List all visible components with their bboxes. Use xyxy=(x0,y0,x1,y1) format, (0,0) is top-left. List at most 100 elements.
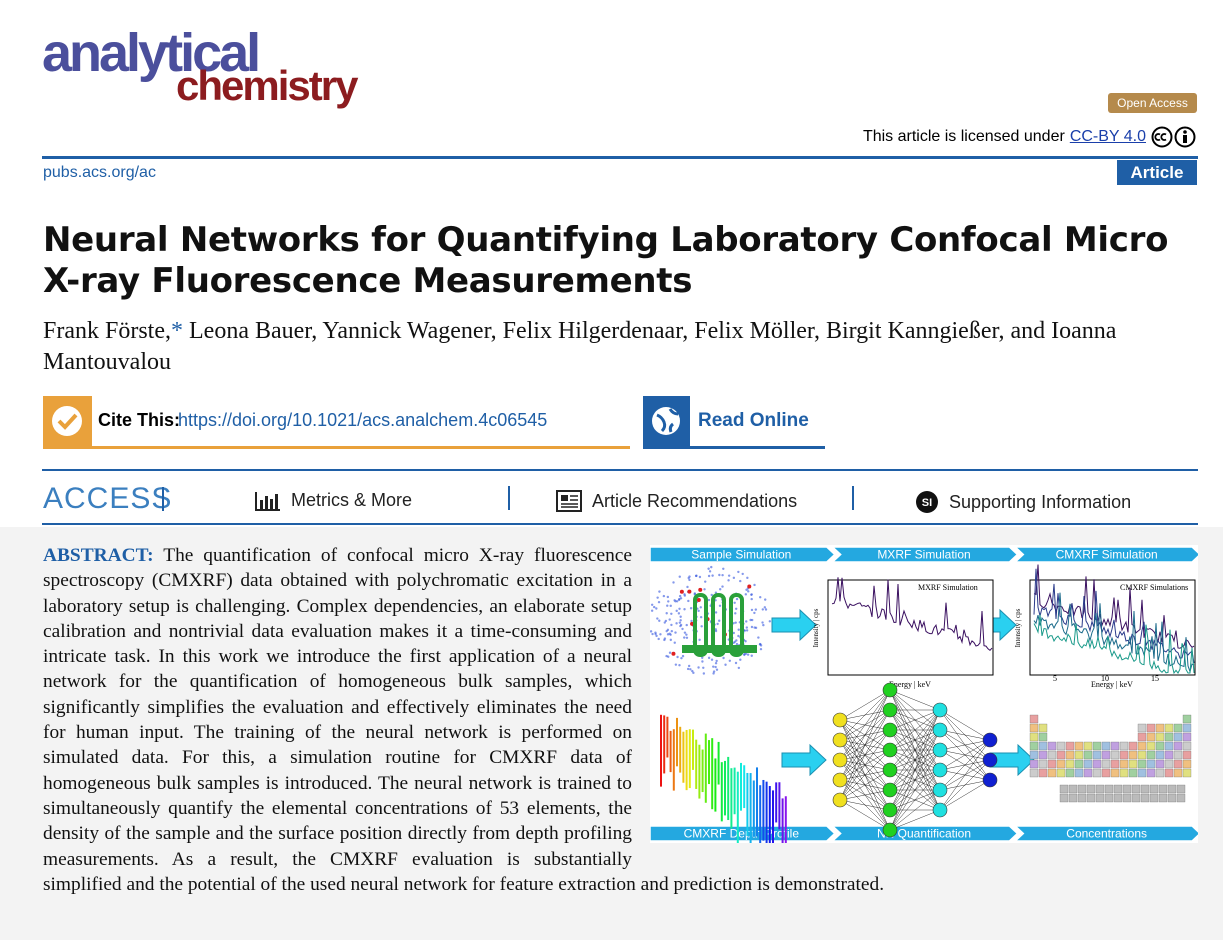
open-access-badge[interactable]: Open Access xyxy=(1108,93,1197,113)
cite-box: Cite This: https://doi.org/10.1021/acs.a… xyxy=(43,396,630,449)
element-cell xyxy=(1047,741,1057,751)
license-link[interactable]: CC-BY 4.0 xyxy=(1069,128,1146,145)
sample-dot xyxy=(690,619,693,623)
element-cell xyxy=(1029,768,1039,778)
depth-slice xyxy=(775,782,778,823)
sample-dot xyxy=(683,636,686,639)
element-cell xyxy=(1122,784,1132,794)
sample-dot xyxy=(669,638,673,642)
element-cell xyxy=(1149,793,1159,803)
nn-node xyxy=(982,732,998,748)
element-cell xyxy=(1101,768,1111,778)
nn-edge xyxy=(889,729,941,831)
element-cell xyxy=(1095,793,1105,803)
depth-slice xyxy=(704,733,707,803)
nn-edge xyxy=(889,709,941,771)
element-cell xyxy=(1119,759,1129,769)
nn-node xyxy=(982,752,998,768)
sample-dot xyxy=(714,628,717,631)
sample-dot xyxy=(687,599,690,603)
sample-dot xyxy=(663,638,666,642)
article-title: Neural Networks for Quantifying Laborato… xyxy=(43,220,1169,301)
sample-dot xyxy=(658,590,661,593)
element-cell xyxy=(1155,732,1165,742)
element-cell xyxy=(1038,732,1048,742)
element-cell xyxy=(1119,741,1129,751)
nn-edge xyxy=(889,709,941,751)
element-cell xyxy=(1137,741,1147,751)
element-cell xyxy=(1029,750,1039,760)
sample-dot xyxy=(735,597,739,601)
supporting-info-link[interactable]: SI Supporting Information xyxy=(915,490,1131,514)
sample-dot xyxy=(739,579,742,583)
sample-dot xyxy=(707,598,711,602)
sample-dot xyxy=(678,607,681,610)
element-cell xyxy=(1173,723,1183,733)
sample-dot xyxy=(679,597,683,600)
nn-edge xyxy=(839,799,891,811)
step-label: CMXRF Simulation xyxy=(1056,548,1158,562)
nn-node xyxy=(882,822,898,838)
sample-dot xyxy=(688,578,691,582)
corresponding-mark[interactable]: * xyxy=(171,318,183,344)
element-cell xyxy=(1164,768,1174,778)
sample-dot xyxy=(666,633,670,636)
license-line: This article is licensed under CC-BY 4.0 xyxy=(863,126,1197,148)
plot-xtick: 15 xyxy=(1151,674,1159,683)
nn-node xyxy=(932,742,948,758)
depth-slice xyxy=(752,780,755,837)
element-cell xyxy=(1128,759,1138,769)
sample-dot xyxy=(681,654,685,658)
element-cell xyxy=(1140,793,1150,803)
sample-dot xyxy=(679,619,682,622)
nn-edge xyxy=(889,689,941,711)
sample-dot xyxy=(750,597,753,601)
doi-link[interactable]: https://doi.org/10.1021/acs.analchem.4c0… xyxy=(178,410,548,430)
spectrum xyxy=(831,577,993,652)
depth-slice xyxy=(772,790,774,843)
depth-slice xyxy=(663,715,666,774)
element-cell xyxy=(1038,750,1048,760)
nn-node xyxy=(832,792,848,808)
metrics-link[interactable]: Metrics & More xyxy=(255,490,412,511)
element-cell xyxy=(1164,741,1174,751)
nn-node xyxy=(982,772,998,788)
sample-dot xyxy=(701,656,704,659)
journal-url[interactable]: pubs.acs.org/ac xyxy=(43,164,156,181)
step-label: Concentrations xyxy=(1066,827,1147,841)
element-cell xyxy=(1155,759,1165,769)
sample-dot xyxy=(732,641,735,645)
sample-dot xyxy=(687,576,690,580)
recommendations-link[interactable]: Article Recommendations xyxy=(556,490,797,512)
step-chevron xyxy=(830,546,1019,563)
nn-edge xyxy=(889,769,941,831)
depth-slice xyxy=(685,729,688,791)
step-chevron xyxy=(650,825,836,842)
nn-node xyxy=(882,702,898,718)
sample-dot xyxy=(759,647,763,651)
depth-slice xyxy=(679,726,682,773)
sample-dot xyxy=(694,574,698,578)
nn-edge xyxy=(939,729,991,741)
sample-dot xyxy=(718,604,722,607)
sample-dot xyxy=(683,608,686,611)
read-online[interactable]: Read Online xyxy=(643,396,825,449)
sample-dot xyxy=(714,611,718,614)
element-cell xyxy=(1056,759,1066,769)
element-cell xyxy=(1104,793,1114,803)
sample-dot xyxy=(707,574,711,578)
sample-dot xyxy=(710,658,714,661)
sample-dot xyxy=(739,658,742,661)
depth-slice xyxy=(708,740,710,785)
nn-edge xyxy=(839,749,891,801)
abstract: Sample Simulation MXRF Simulation CMXRF Si… xyxy=(43,543,1198,897)
author: Frank Förste, xyxy=(43,318,171,344)
element-cell xyxy=(1092,768,1102,778)
sample-dot xyxy=(677,598,681,602)
nn-edge xyxy=(839,689,891,781)
element-cell xyxy=(1110,750,1120,760)
abstract-label: ABSTRACT: xyxy=(43,545,154,566)
element-cell xyxy=(1128,741,1138,751)
sample-dot xyxy=(679,624,682,628)
